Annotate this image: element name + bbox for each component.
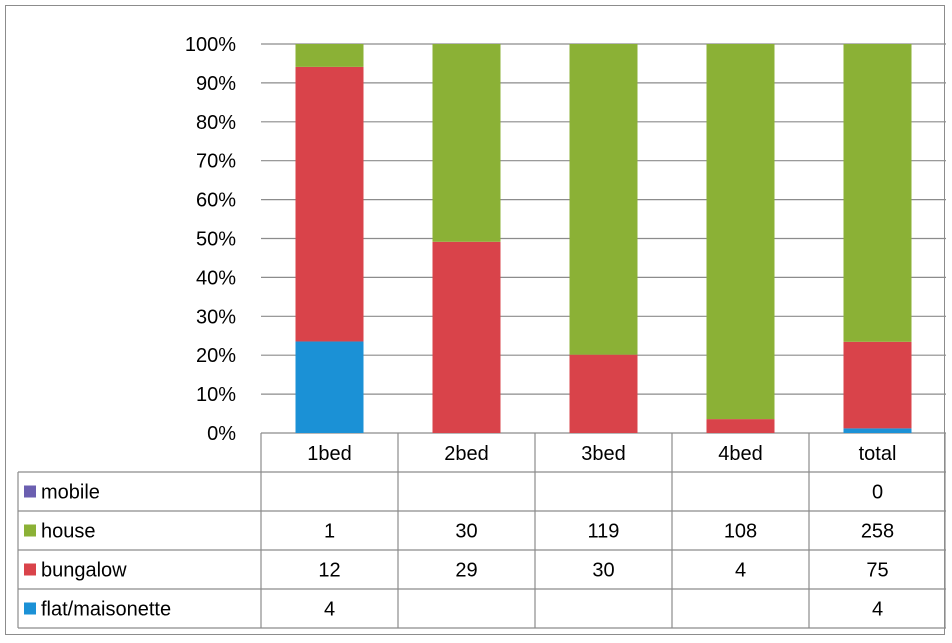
data-label: 75 [866,560,888,582]
y-tick-label: 20% [196,345,236,367]
legend-key [24,602,36,615]
y-tick-label: 100% [185,34,236,56]
data-label: 4 [324,599,335,621]
bar-segment-bungalow [569,354,638,433]
y-axis-ticks: 0% 10% 20% 30% 40% 50% 60% 70% 80% 90% 100% [185,34,236,445]
x-tick-label: 4bed [718,443,763,465]
bar-segment-bungalow [432,241,501,433]
chart-frame: 0% 10% 20% 30% 40% 50% 60% 70% 80% 90% 100% 1bed 2b… [5,5,946,635]
legend-key [24,524,36,537]
legend-label: bungalow [41,560,127,582]
legend-label: house [41,521,96,543]
data-label: 4 [735,560,746,582]
data-label: 12 [318,560,340,582]
legend-label: flat/maisonette [41,599,171,621]
y-tick-label: 30% [196,306,236,328]
y-tick-label: 10% [196,384,236,406]
data-label: 30 [592,560,614,582]
bar-segment-house [569,44,638,355]
x-tick-label: 2bed [444,443,489,465]
bar-segment-bungalow [843,341,912,429]
bar-segment-bungalow [706,419,775,433]
y-tick-label: 80% [196,112,236,134]
legend-label: mobile [41,482,100,504]
data-label: 4 [872,599,883,621]
data-label: 108 [724,521,757,543]
data-label: 0 [872,482,883,504]
y-tick-label: 70% [196,151,236,173]
bar-segment-house [432,44,501,242]
stacked-bar-chart: 0% 10% 20% 30% 40% 50% 60% 70% 80% 90% 100% 1bed 2b… [17,34,946,629]
y-tick-label: 90% [196,73,236,95]
y-tick-label: 60% [196,190,236,212]
bar-segment-flat-maisonette [295,341,364,433]
x-tick-label: total [859,443,897,465]
y-tick-label: 50% [196,229,236,251]
bar-segment-house [706,44,775,420]
x-tick-label: 3bed [581,443,626,465]
bar-segment-bungalow [295,66,364,342]
bars [295,44,912,433]
data-label: 1 [324,521,335,543]
data-label: 119 [588,521,620,543]
bar-segment-house [843,44,912,342]
y-tick-label: 0% [207,423,236,445]
data-table: 1bed 2bed 3bed 4bed total mobile 0 house 1 30 119 1… [17,433,946,629]
bar-segment-house [295,44,364,67]
legend-key [24,563,36,576]
bar-segment-flat-maisonette [843,428,912,433]
data-label: 30 [455,521,477,543]
legend-key [24,485,36,498]
data-label: 29 [455,560,477,582]
x-tick-label: 1bed [307,443,352,465]
y-tick-label: 40% [196,267,236,289]
data-label: 258 [861,521,894,543]
